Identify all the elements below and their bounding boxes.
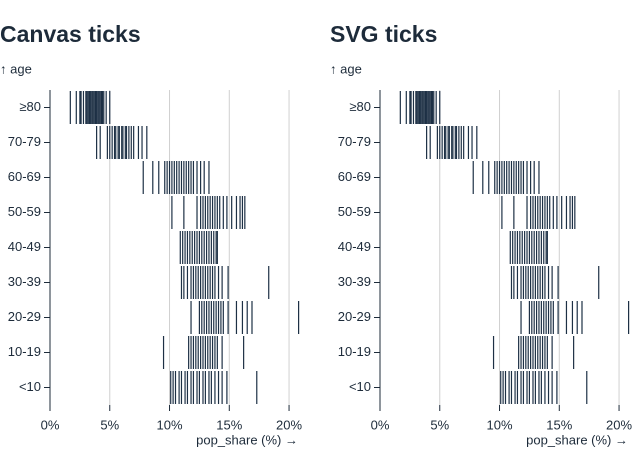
chart-title: SVG ticks <box>330 21 437 47</box>
y-tick-label: 70-79 <box>8 134 41 149</box>
x-tick-label: 10% <box>487 417 513 432</box>
y-tick-label: 50-59 <box>8 204 41 219</box>
y-tick-label: 30-39 <box>338 274 371 289</box>
x-axis-label: pop_share (%) → <box>526 432 628 447</box>
x-axis-label: pop_share (%) → <box>196 432 298 447</box>
y-axis-label: ↑ age <box>0 61 32 76</box>
y-tick-label: ≥80 <box>349 99 371 114</box>
y-tick-label: ≥80 <box>19 99 41 114</box>
y-axis-label: ↑ age <box>330 61 362 76</box>
y-tick-label: 10-19 <box>8 344 41 359</box>
x-tick-label: 0% <box>371 417 390 432</box>
y-tick-label: 10-19 <box>338 344 371 359</box>
y-tick-label: 60-69 <box>338 169 371 184</box>
x-tick-label: 10% <box>157 417 183 432</box>
y-tick-label: 30-39 <box>8 274 41 289</box>
y-tick-label: 20-29 <box>338 309 371 324</box>
y-tick-label: 70-79 <box>338 134 371 149</box>
y-tick-label: <10 <box>19 379 41 394</box>
x-tick-label: 15% <box>546 417 572 432</box>
x-tick-label: 5% <box>100 417 119 432</box>
y-tick-label: 20-29 <box>8 309 41 324</box>
y-tick-label: 60-69 <box>8 169 41 184</box>
x-tick-label: 5% <box>430 417 449 432</box>
x-tick-label: 20% <box>276 417 302 432</box>
y-tick-label: 40-49 <box>338 239 371 254</box>
x-tick-label: 20% <box>606 417 632 432</box>
y-tick-label: 40-49 <box>8 239 41 254</box>
chart-title: Canvas ticks <box>0 21 141 47</box>
y-tick-label: 50-59 <box>338 204 371 219</box>
x-tick-label: 0% <box>41 417 60 432</box>
x-tick-label: 15% <box>216 417 242 432</box>
y-tick-label: <10 <box>349 379 371 394</box>
